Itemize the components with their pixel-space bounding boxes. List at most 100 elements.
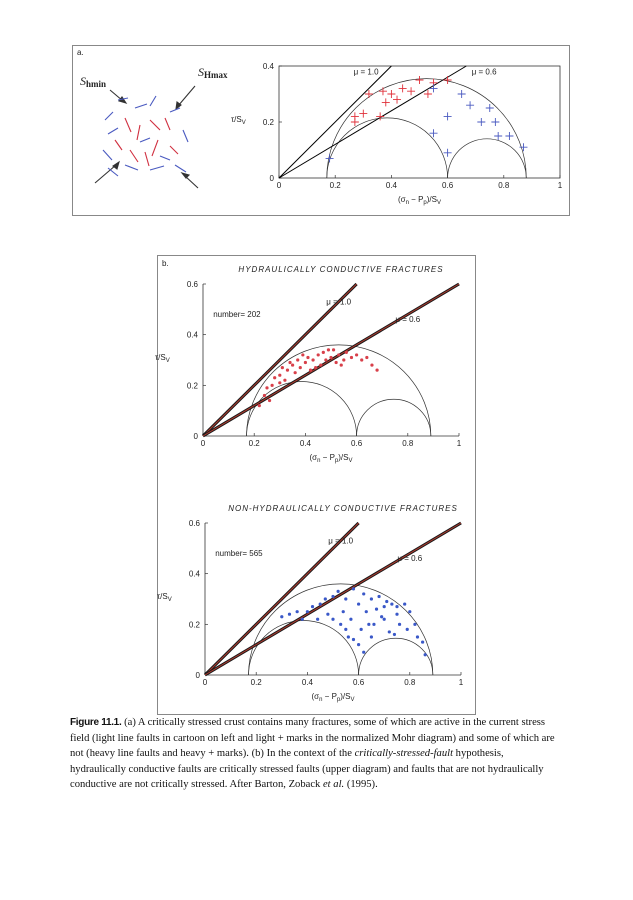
subscript: n bbox=[317, 458, 320, 464]
caption-text: (1995). bbox=[344, 779, 378, 790]
point bbox=[423, 90, 432, 98]
label-part: τ/S bbox=[157, 592, 168, 601]
point bbox=[378, 87, 387, 96]
point bbox=[305, 610, 309, 614]
panel-label: b. bbox=[162, 259, 169, 268]
point bbox=[403, 602, 407, 606]
point bbox=[291, 363, 295, 367]
point bbox=[362, 650, 366, 654]
point bbox=[377, 594, 381, 599]
label-part: )/S bbox=[338, 453, 348, 462]
point bbox=[364, 610, 368, 614]
point bbox=[283, 378, 287, 382]
friction-line bbox=[278, 65, 392, 179]
point bbox=[385, 599, 389, 604]
point bbox=[429, 84, 438, 93]
point bbox=[491, 118, 500, 126]
heavy-faults bbox=[114, 117, 179, 167]
friction-label: μ = 0.6 bbox=[472, 67, 497, 76]
y-axis-label: τ/SV bbox=[231, 115, 246, 126]
label-part: )/S bbox=[340, 692, 350, 701]
point bbox=[337, 353, 341, 357]
point bbox=[318, 602, 322, 606]
point bbox=[326, 612, 330, 616]
y-tick-label: 0.4 bbox=[187, 331, 199, 340]
x-tick-label: 0.6 bbox=[351, 439, 363, 448]
point bbox=[407, 87, 416, 96]
caption-italic: critically-stressed-fault bbox=[354, 748, 454, 759]
label-part: (σ bbox=[312, 692, 320, 701]
x-axis-label: (σn − Pp)/SV bbox=[310, 453, 353, 464]
x-tick-label: 0.2 bbox=[330, 181, 342, 190]
label-part: τ/S bbox=[155, 353, 166, 362]
point bbox=[300, 617, 304, 621]
point bbox=[519, 143, 528, 152]
point bbox=[293, 371, 297, 375]
point bbox=[301, 353, 305, 357]
cartoon-label: Shmin bbox=[80, 74, 106, 89]
point bbox=[387, 90, 396, 98]
y-tick-label: 0.2 bbox=[263, 118, 275, 127]
x-tick-label: 0.8 bbox=[404, 678, 416, 687]
point bbox=[287, 612, 292, 616]
x-tick-label: 0.2 bbox=[251, 678, 263, 687]
x-axis-label: (σn − Pp)/SV bbox=[312, 692, 355, 703]
x-tick-label: 1 bbox=[558, 181, 563, 190]
point bbox=[288, 360, 292, 365]
point bbox=[267, 398, 272, 403]
subscript: hmin bbox=[86, 79, 106, 89]
x-axis-label: (σn − Pp)/SV bbox=[398, 195, 441, 206]
label-part: − P bbox=[409, 195, 423, 204]
y-tick-label: 0 bbox=[196, 671, 201, 680]
x-tick-label: 0 bbox=[203, 678, 208, 687]
panel-label: a. bbox=[77, 48, 84, 57]
x-tick-label: 0.4 bbox=[386, 181, 398, 190]
subscript: V bbox=[166, 358, 170, 364]
point bbox=[306, 355, 310, 360]
point bbox=[308, 368, 313, 372]
point bbox=[298, 366, 302, 370]
point bbox=[329, 355, 333, 360]
x-tick-label: 0.4 bbox=[302, 678, 314, 687]
point bbox=[413, 622, 417, 626]
x-tick-label: 0.8 bbox=[498, 181, 510, 190]
point bbox=[339, 622, 343, 626]
point bbox=[339, 363, 343, 367]
point bbox=[423, 653, 427, 657]
point bbox=[369, 597, 373, 601]
subscript: p bbox=[423, 200, 427, 206]
point bbox=[344, 350, 348, 354]
point bbox=[311, 358, 315, 362]
y-tick-label: 0.4 bbox=[263, 62, 275, 71]
point bbox=[341, 610, 345, 614]
friction-line bbox=[202, 283, 460, 437]
x-tick-label: 1 bbox=[457, 439, 462, 448]
x-tick-label: 1 bbox=[459, 678, 464, 687]
point bbox=[364, 90, 373, 98]
point bbox=[415, 635, 420, 639]
point bbox=[270, 383, 274, 387]
y-tick-label: 0.2 bbox=[189, 620, 201, 629]
label-part: (σ bbox=[398, 195, 406, 204]
point bbox=[365, 355, 369, 360]
point bbox=[395, 612, 399, 616]
point bbox=[395, 605, 399, 609]
friction-line bbox=[202, 283, 357, 437]
point bbox=[278, 381, 282, 385]
x-tick-label: 0.8 bbox=[402, 439, 414, 448]
arrows bbox=[94, 85, 199, 189]
label-part: − P bbox=[320, 453, 334, 462]
mohr-circle bbox=[246, 381, 357, 437]
point bbox=[369, 635, 373, 639]
point bbox=[375, 368, 379, 372]
point bbox=[362, 592, 366, 596]
x-tick-label: 0.4 bbox=[300, 439, 312, 448]
point bbox=[344, 597, 348, 601]
friction-line bbox=[278, 65, 467, 179]
point bbox=[262, 393, 267, 398]
point bbox=[349, 355, 354, 360]
point bbox=[359, 109, 368, 118]
point bbox=[325, 154, 334, 163]
friction-label: μ = 1.0 bbox=[326, 297, 351, 306]
point bbox=[278, 373, 282, 377]
